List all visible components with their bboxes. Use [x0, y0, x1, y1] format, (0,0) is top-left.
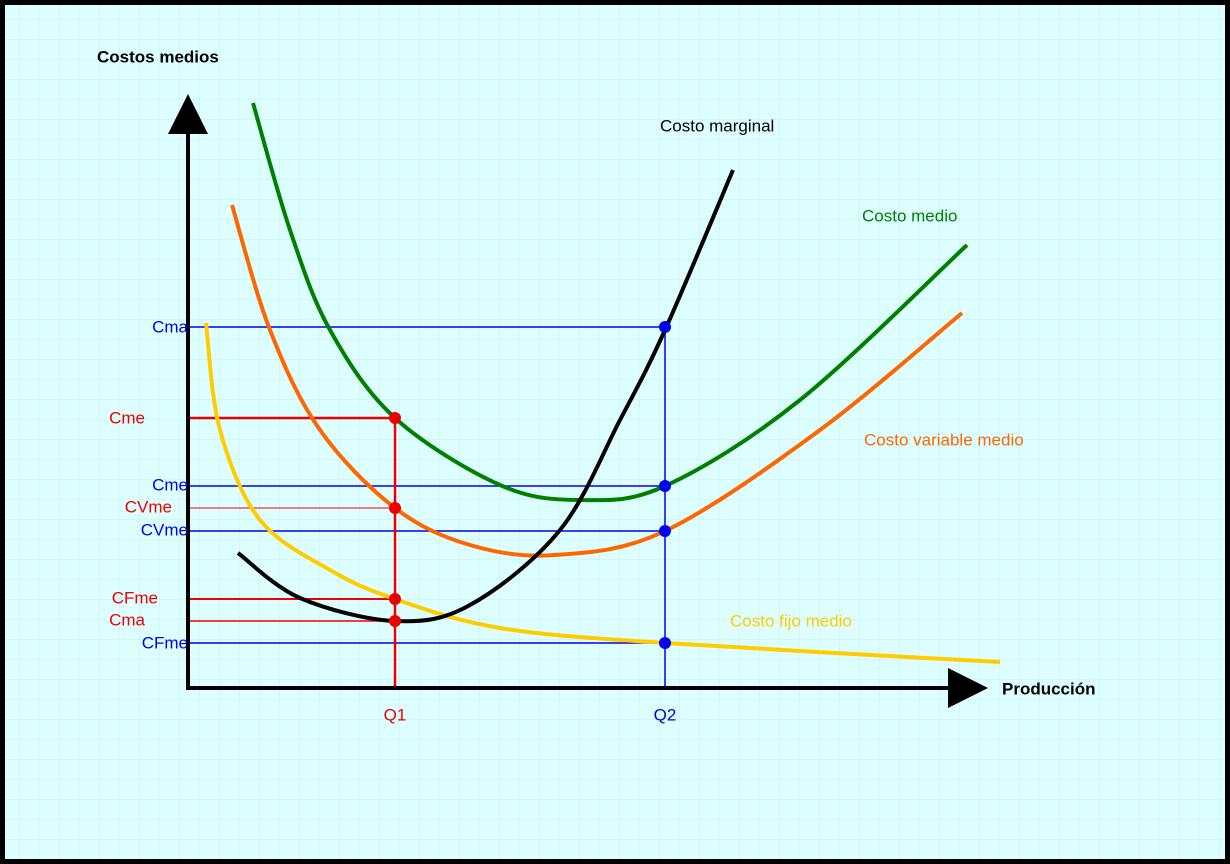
point	[659, 321, 671, 333]
curve-label: Costo fijo medio	[730, 611, 852, 630]
x-label: Q1	[384, 705, 407, 724]
y-label: CVme	[141, 520, 188, 539]
x-axis-title: Producción	[1002, 679, 1096, 698]
y-label: Cma	[109, 610, 145, 629]
curve-label: Costo medio	[862, 206, 957, 225]
y-label: CFme	[142, 633, 188, 652]
point	[659, 637, 671, 649]
y-label: CVme	[125, 497, 172, 516]
y-label: Cma	[152, 317, 188, 336]
y-label: Cme	[152, 475, 188, 494]
point	[389, 593, 401, 605]
x-label: Q2	[654, 705, 677, 724]
point	[389, 615, 401, 627]
point	[659, 480, 671, 492]
cost-curve	[251, 102, 969, 503]
point	[389, 502, 401, 514]
cost-curve	[230, 204, 964, 558]
curve-label: Costo marginal	[660, 116, 774, 135]
point	[659, 525, 671, 537]
curve-label: Costo variable medio	[864, 430, 1024, 449]
y-label: CFme	[112, 588, 158, 607]
y-axis-title: Costos medios	[97, 47, 219, 66]
y-label: Cme	[109, 408, 145, 427]
point	[389, 412, 401, 424]
points	[389, 321, 671, 649]
